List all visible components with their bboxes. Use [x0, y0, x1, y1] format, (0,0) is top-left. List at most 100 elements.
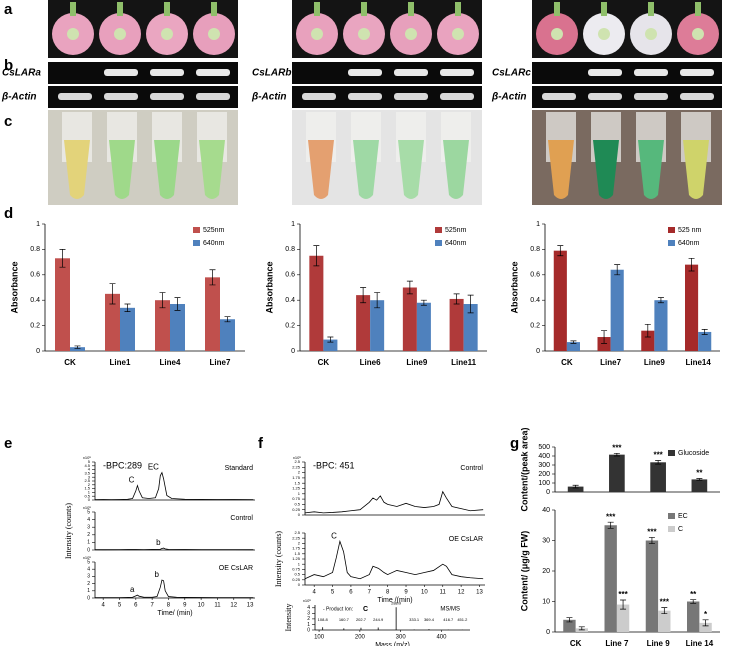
flower-tube — [408, 2, 414, 16]
gel-label: β-Actin — [1, 92, 37, 103]
y-tick-label: 1 — [88, 489, 91, 494]
x-tick-label: 11 — [440, 590, 447, 596]
trace — [95, 579, 254, 599]
trace-label: Control — [460, 465, 483, 472]
chart-subtitle: C — [363, 606, 368, 613]
gel-label: β-Actin — [491, 92, 527, 103]
tube-liquid — [154, 140, 180, 199]
y-tick-label: 1.5 — [294, 551, 300, 556]
gel-band — [680, 93, 714, 100]
x-tick-label: 12 — [458, 590, 465, 596]
y-axis-label: Intensity — [284, 604, 293, 632]
flower-center — [405, 28, 417, 40]
flower-tube — [117, 2, 123, 16]
legend-label: 525nm — [203, 227, 225, 234]
y-tick-label: 0 — [546, 489, 550, 496]
bar — [567, 486, 584, 492]
error-bar — [566, 617, 573, 623]
legend-swatch — [668, 513, 675, 519]
error-bar — [688, 257, 695, 272]
flower-center — [551, 28, 563, 40]
gel-band — [150, 69, 184, 76]
gel-band — [634, 69, 668, 76]
y-tick-label: 1 — [291, 221, 295, 228]
y-tick-label: 0.4 — [285, 297, 295, 304]
y-tick-label: 1 — [87, 588, 90, 594]
peak-mz-label: 333.1 — [409, 617, 420, 622]
x-tick-label: 13 — [247, 603, 254, 609]
y-tick-label: 0 — [88, 497, 91, 502]
y-tick-label: 0.5 — [294, 501, 300, 506]
flower-tube — [361, 2, 367, 16]
peak-label: C — [331, 531, 337, 540]
bar — [604, 525, 617, 632]
y-tick-label: 0.2 — [285, 322, 295, 329]
x-tick-label: Line9 — [644, 358, 665, 367]
y-tick-label: 0.6 — [285, 272, 295, 279]
x-tick-label: Line 7 — [605, 639, 629, 646]
y-tick-label: 2 — [298, 470, 301, 475]
panel-label: e — [4, 435, 12, 452]
gel-band — [588, 69, 622, 76]
error-bar — [702, 619, 709, 627]
gel-band — [440, 93, 474, 100]
y-tick-label: 0.25 — [292, 577, 301, 582]
y-tick-label: 2 — [87, 581, 90, 587]
y-tick-label: 0.6 — [30, 272, 40, 279]
gel-band — [440, 69, 474, 76]
error-bar — [224, 316, 231, 323]
x-tick-label: Line1 — [110, 358, 131, 367]
peak-label: C — [129, 476, 135, 485]
gel-label: CsLARb — [252, 68, 291, 79]
y-tick-label: 1 — [298, 491, 301, 496]
legend-label: EC — [678, 513, 688, 520]
trace-label: Control — [230, 515, 253, 522]
y-tick-label: 5 — [88, 459, 91, 464]
x-tick-label: Line14 — [685, 358, 711, 367]
x-tick-label: 4 — [313, 590, 317, 596]
x-tick-label: 8 — [167, 603, 171, 609]
trace-label: OE CsLAR — [449, 536, 483, 543]
peak-mz-label: 160.7 — [339, 617, 350, 622]
y-tick-label: 2.25 — [292, 535, 301, 540]
flower-tube — [601, 2, 607, 16]
y-unit: x10⁵ — [293, 455, 301, 460]
tube-liquid — [683, 140, 709, 199]
gel-band — [588, 93, 622, 100]
legend-label: 525 nm — [678, 227, 702, 234]
error-bar — [613, 452, 620, 457]
bar — [691, 479, 708, 492]
y-tick-label: 0 — [87, 547, 90, 553]
x-tick-label: 8 — [386, 590, 390, 596]
x-tick-label: 5 — [118, 603, 122, 609]
chart-title: - Product Ion: — [323, 606, 353, 612]
y-tick-label: 0.75 — [292, 566, 301, 571]
error-bar — [690, 599, 697, 604]
y-axis-label: Absorbance — [264, 261, 274, 313]
bar — [553, 250, 567, 351]
peak-label: b — [156, 538, 161, 547]
trace — [304, 490, 484, 514]
bar — [463, 304, 478, 351]
x-tick-label: 300 — [396, 635, 407, 641]
y-tick-label: 0.8 — [285, 246, 295, 253]
gel-band — [542, 93, 576, 100]
bar — [55, 258, 70, 351]
x-tick-label: CK — [570, 639, 582, 646]
gel — [48, 86, 238, 108]
y-tick-label: 0.4 — [30, 297, 40, 304]
legend-label: C — [678, 526, 683, 533]
error-bar — [701, 329, 708, 335]
error-bar — [406, 280, 413, 295]
flower-center — [358, 28, 370, 40]
error-bar — [159, 292, 166, 309]
bar — [654, 300, 668, 351]
error-bar — [557, 245, 564, 257]
x-tick-label: Line 14 — [686, 639, 714, 646]
tube-liquid — [109, 140, 135, 199]
bar — [685, 264, 699, 351]
gel-band — [348, 69, 382, 76]
y-axis-label: Content/ (μg/g FW) — [519, 531, 529, 611]
trace-label: Standard — [225, 465, 254, 472]
peak-mz-label: 244.9 — [373, 617, 384, 622]
